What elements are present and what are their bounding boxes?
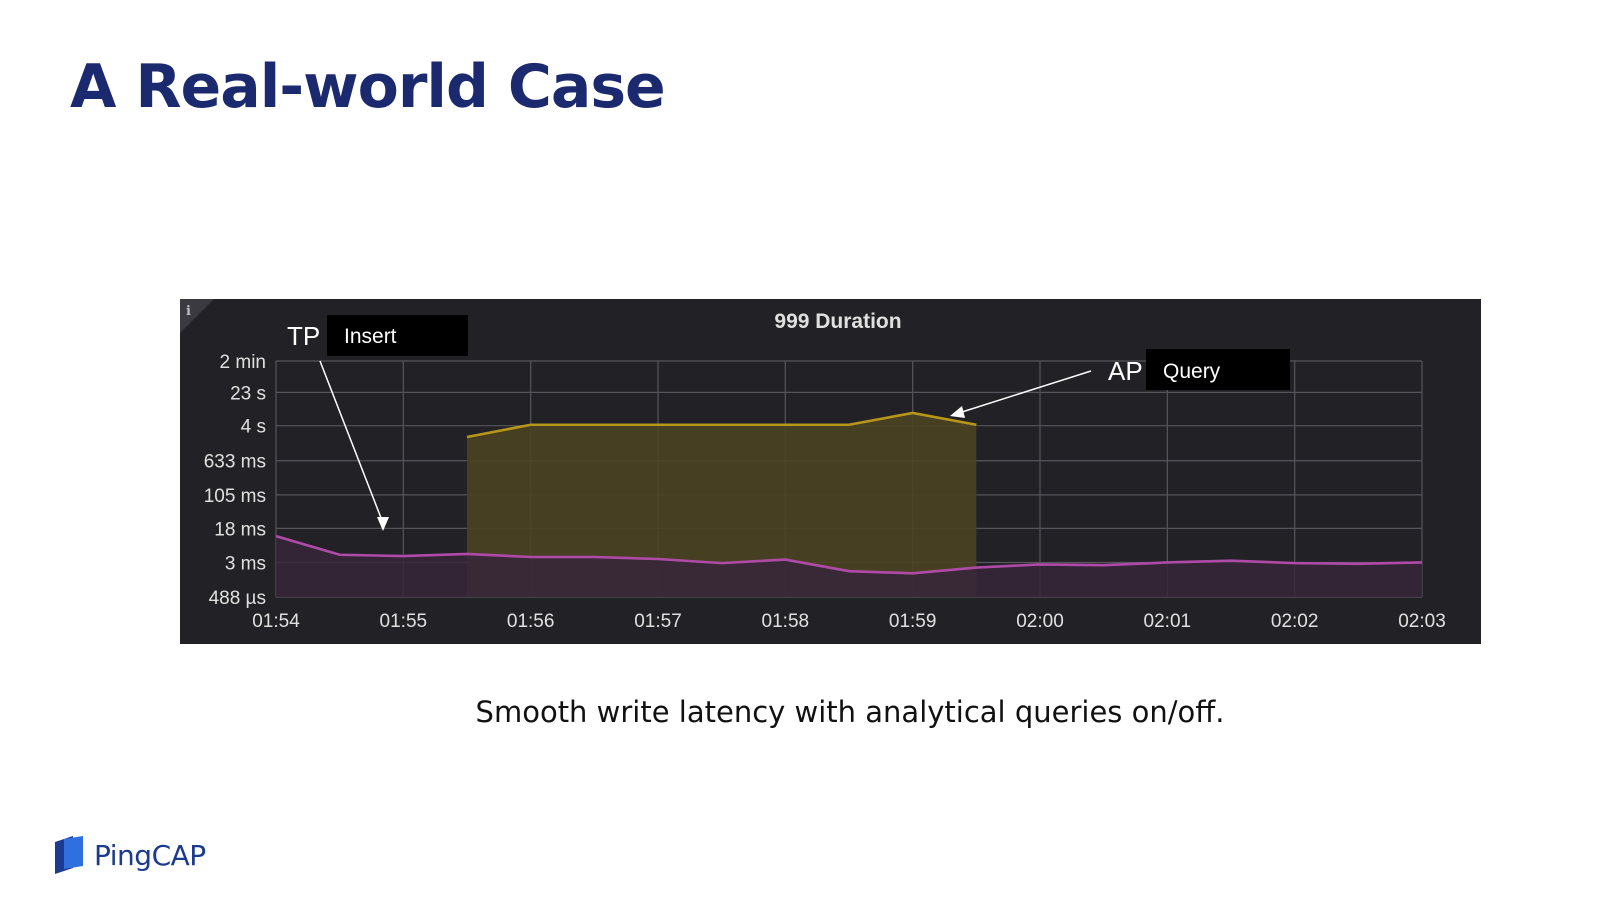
series-line <box>466 411 977 439</box>
x-tick-label: 01:54 <box>252 611 300 632</box>
series-lines <box>275 411 1423 575</box>
tp-arrow <box>319 360 384 524</box>
x-tick-label: 02:03 <box>1398 611 1446 632</box>
tp-label: Insert <box>344 325 397 348</box>
x-tick-label: 01:56 <box>507 611 555 632</box>
x-tick-label: 01:59 <box>889 611 937 632</box>
series-area <box>467 412 977 597</box>
ap-arrowhead <box>950 406 965 418</box>
y-tick-label: 18 ms <box>214 519 266 540</box>
areas <box>276 412 1422 597</box>
tp-arrowhead <box>377 517 389 531</box>
pingcap-logo: PingCAP <box>53 836 206 874</box>
y-axis-ticks: 488 µs 3 ms 18 ms 105 ms 633 ms 4 s 23 s 2 min <box>204 352 266 609</box>
chart-panel: i 999 Duration 488 µs 3 ms 18 ms 105 ms 633 … <box>180 299 1481 644</box>
x-tick-label: 01:58 <box>762 611 810 632</box>
info-icon[interactable]: i <box>186 304 191 319</box>
ap-tag: AP <box>1108 356 1143 386</box>
chart-svg: i 999 Duration 488 µs 3 ms 18 ms 105 ms 633 … <box>180 299 1446 632</box>
info-corner[interactable] <box>180 299 214 333</box>
tp-tag: TP <box>287 321 320 351</box>
x-tick-label: 01:55 <box>380 611 428 632</box>
ap-annotation: AP Query <box>950 349 1290 418</box>
series-area <box>276 536 1422 597</box>
x-axis-ticks: 01:54 01:55 01:56 01:57 01:58 01:59 02:00 02:01… <box>252 611 1446 632</box>
y-tick-label: 488 µs <box>209 588 266 609</box>
y-tick-label: 23 s <box>230 383 266 404</box>
series-line <box>275 534 1423 575</box>
x-tick-label: 02:02 <box>1271 611 1319 632</box>
tp-annotation: TP Insert <box>287 315 468 531</box>
y-tick-label: 105 ms <box>204 486 266 507</box>
x-tick-label: 02:01 <box>1144 611 1192 632</box>
ap-label-box <box>1146 349 1290 390</box>
y-tick-label: 633 ms <box>204 452 266 473</box>
chart-title: 999 Duration <box>774 310 901 333</box>
slide-caption: Smooth write latency with analytical que… <box>475 695 1225 729</box>
y-tick-label: 3 ms <box>225 553 266 574</box>
pingcap-logo-icon <box>55 836 83 874</box>
pingcap-logo-text: PingCAP <box>94 838 206 872</box>
ap-label: Query <box>1163 360 1221 383</box>
y-tick-label: 2 min <box>220 352 266 373</box>
ap-arrow <box>961 370 1092 413</box>
x-tick-label: 01:57 <box>634 611 682 632</box>
tp-label-box <box>327 315 468 356</box>
x-tick-label: 02:00 <box>1016 611 1064 632</box>
slide-title: A Real-world Case <box>70 52 666 122</box>
y-tick-label: 4 s <box>241 417 266 438</box>
